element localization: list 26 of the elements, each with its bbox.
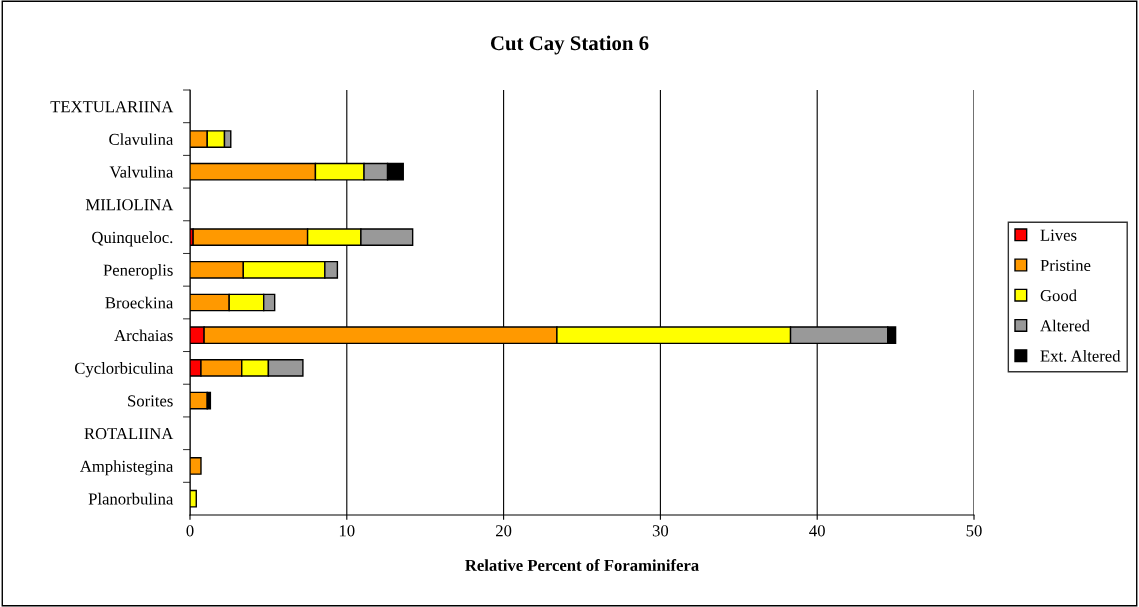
y-tick-label: Sorites xyxy=(128,395,173,407)
y-tick-label: MILIOLINA xyxy=(85,199,174,211)
legend-label: Ext. Altered xyxy=(1040,349,1121,362)
y-tick-label: Cyclorbiculina xyxy=(74,362,174,378)
x-tick-label: 20 xyxy=(496,525,512,537)
y-tick-label: Peneroplis xyxy=(103,264,173,280)
x-tick-label: 50 xyxy=(966,525,982,537)
x-axis-title: Relative Percent of Foraminifera xyxy=(465,559,699,572)
legend-label: Pristine xyxy=(1040,259,1091,272)
y-tick-label: Broeckina xyxy=(105,296,174,309)
y-tick-label: TEXTULARIINA xyxy=(50,101,174,113)
legend-label: Altered xyxy=(1040,319,1090,332)
y-tick-label: Archaias xyxy=(114,329,173,342)
x-tick-label: 10 xyxy=(339,525,355,537)
y-tick-label: Quinqueloc. xyxy=(92,231,173,247)
chart-title: Cut Cay Station 6 xyxy=(490,35,649,55)
legend-label: Good xyxy=(1040,289,1077,302)
y-tick-label: Amphistegina xyxy=(79,460,174,476)
x-tick-label: 0 xyxy=(186,525,194,537)
x-tick-label: 40 xyxy=(809,525,825,537)
y-tick-label: Planorbulina xyxy=(88,492,174,505)
y-tick-label: ROTALIINA xyxy=(84,428,174,440)
x-tick-label: 30 xyxy=(652,525,669,537)
legend-label: Lives xyxy=(1040,229,1077,241)
y-tick-label: Valvulina xyxy=(109,165,174,178)
y-tick-label: Clavulina xyxy=(109,133,174,145)
